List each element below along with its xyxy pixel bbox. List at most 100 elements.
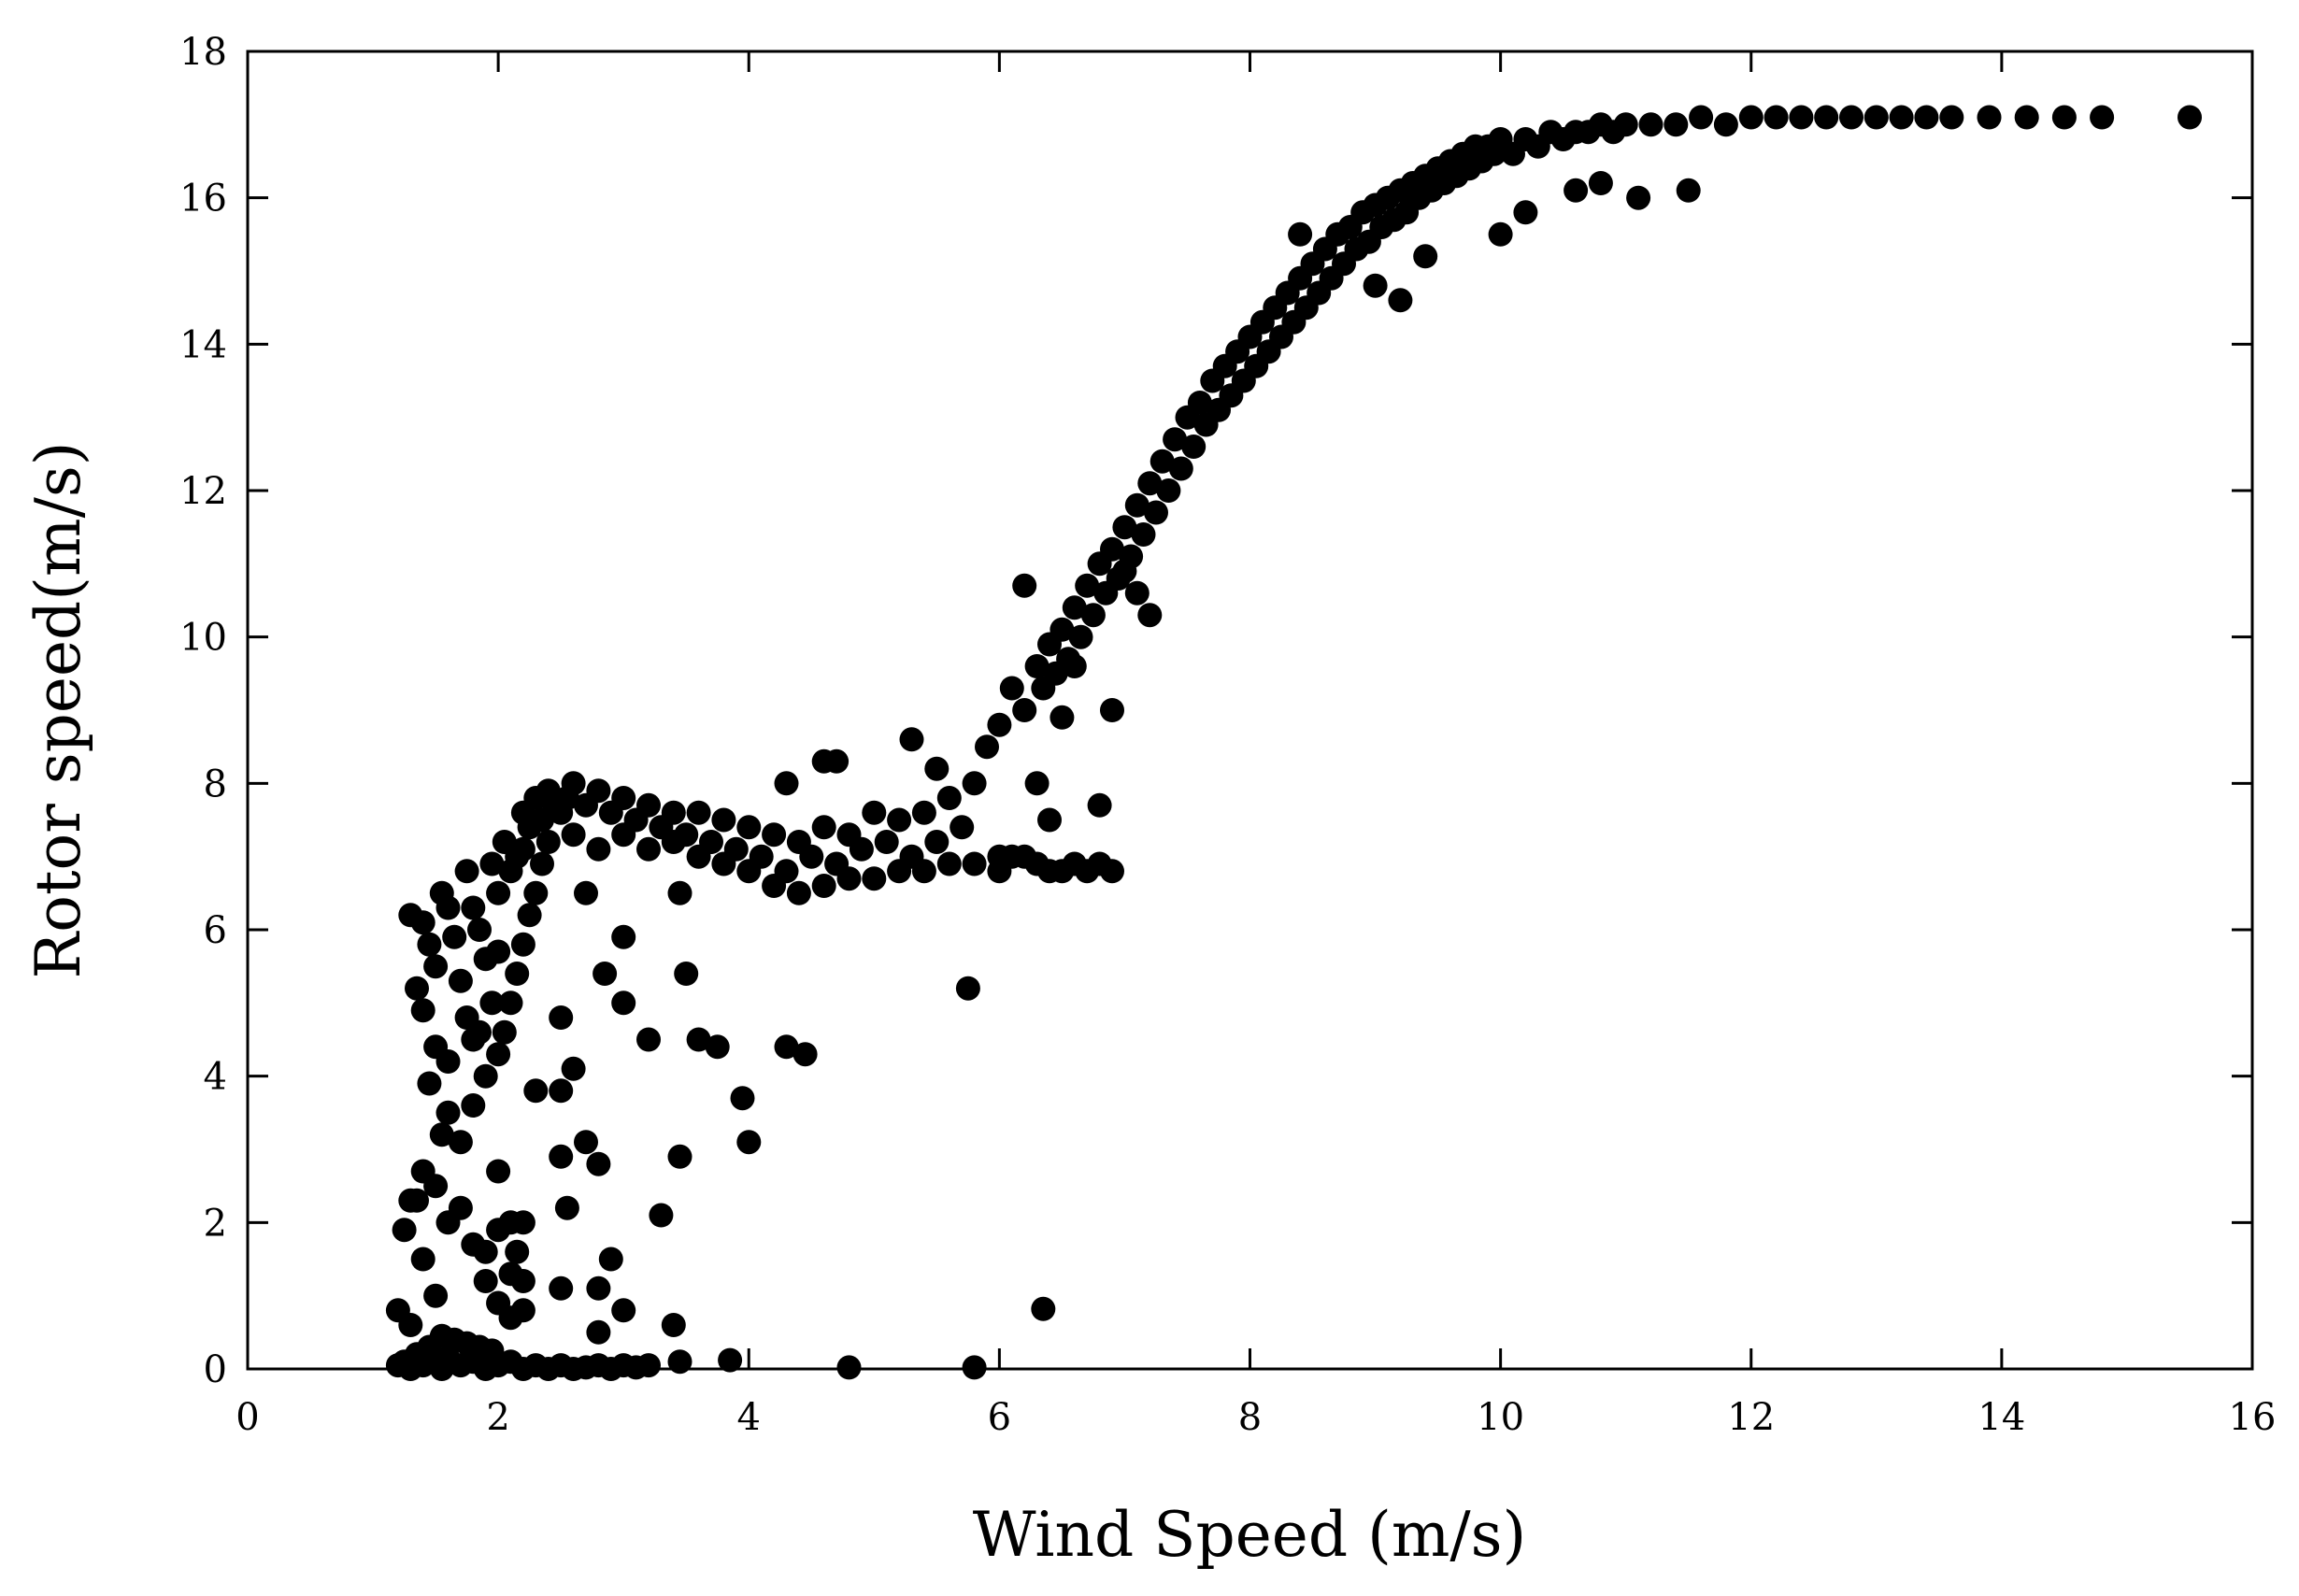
data-point — [1939, 105, 1964, 130]
data-point — [1889, 105, 1914, 130]
data-point — [479, 990, 505, 1016]
data-point — [667, 1144, 693, 1169]
data-point — [405, 976, 429, 1001]
data-point — [1024, 654, 1050, 678]
data-point — [950, 815, 975, 840]
data-point — [1163, 427, 1188, 452]
data-point — [1062, 654, 1087, 678]
data-point — [811, 815, 836, 840]
data-point — [2014, 105, 2039, 130]
x-tick-label: 14 — [1978, 1396, 2025, 1439]
y-tick-label: 14 — [179, 323, 227, 366]
data-point — [1144, 500, 1168, 525]
data-point — [473, 1063, 498, 1089]
data-point — [598, 1247, 623, 1272]
x-tick-label: 6 — [988, 1396, 1011, 1439]
data-point — [762, 874, 787, 898]
data-point — [811, 874, 836, 898]
data-point — [1100, 698, 1124, 722]
data-point — [561, 771, 586, 796]
data-point — [899, 727, 924, 752]
y-tick-label: 2 — [204, 1202, 227, 1245]
data-point — [1068, 624, 1093, 649]
data-point — [423, 1174, 449, 1199]
data-point — [774, 1034, 799, 1060]
data-point — [423, 1283, 449, 1308]
y-axis-label: Rotor speed(m/s) — [22, 442, 94, 979]
data-point — [1131, 522, 1156, 547]
data-point — [473, 1239, 498, 1264]
data-point — [510, 1298, 535, 1323]
data-point — [448, 968, 473, 993]
data-point — [911, 859, 936, 884]
data-point — [1564, 178, 1589, 203]
data-point — [1689, 105, 1714, 130]
data-point — [1037, 807, 1062, 833]
data-point — [686, 844, 711, 869]
data-point — [1626, 185, 1651, 210]
y-tick-label: 12 — [179, 470, 227, 513]
data-point — [1977, 105, 2002, 130]
data-point — [774, 771, 799, 796]
data-point — [611, 990, 636, 1016]
data-point — [1137, 603, 1163, 628]
data-point — [674, 962, 699, 986]
data-point — [448, 1195, 473, 1220]
data-point — [1713, 112, 1738, 137]
data-point — [1024, 771, 1050, 796]
data-point — [955, 976, 980, 1001]
data-point — [611, 822, 636, 848]
data-point — [1664, 112, 1689, 137]
x-tick-label: 2 — [486, 1396, 509, 1439]
data-point — [505, 1239, 530, 1264]
data-point — [479, 851, 505, 876]
x-tick-label: 10 — [1477, 1396, 1524, 1439]
data-point — [2051, 105, 2077, 130]
data-point — [1181, 435, 1207, 459]
data-point — [473, 1269, 498, 1293]
data-point — [661, 830, 686, 854]
data-point — [711, 851, 736, 876]
data-point — [1137, 471, 1163, 496]
data-point — [611, 924, 636, 949]
data-point — [862, 800, 887, 825]
data-point — [636, 836, 661, 862]
data-point — [649, 1203, 674, 1228]
data-point — [498, 990, 523, 1016]
data-point — [392, 1218, 417, 1243]
data-point — [510, 1210, 535, 1235]
data-point — [549, 1005, 574, 1030]
data-point — [836, 1355, 862, 1380]
tick-labels: 0 2 4 6 8 10 12 14 16 0 2 4 6 8 10 12 14 16 18 — [179, 31, 2276, 1439]
data-point — [492, 1019, 517, 1045]
data-point — [793, 1042, 818, 1067]
data-point — [730, 1086, 755, 1111]
data-point — [1062, 595, 1087, 620]
data-point — [786, 880, 811, 905]
data-point — [498, 1261, 523, 1287]
data-point — [1388, 288, 1413, 313]
data-point — [686, 1027, 711, 1052]
data-point — [1413, 244, 1438, 269]
data-point — [486, 1159, 511, 1184]
y-tick-label: 10 — [179, 617, 227, 660]
data-point — [586, 1319, 611, 1345]
data-point — [486, 1042, 511, 1067]
data-point — [1100, 859, 1124, 884]
data-point — [510, 836, 535, 862]
y-tick-label: 0 — [204, 1348, 227, 1391]
data-point — [636, 1027, 661, 1052]
data-point — [1676, 178, 1701, 203]
data-point — [1814, 105, 1839, 130]
data-point — [486, 939, 511, 964]
data-point — [1288, 221, 1313, 247]
data-point — [862, 866, 887, 891]
data-point — [924, 756, 950, 781]
data-point — [423, 954, 449, 979]
data-point — [661, 800, 686, 825]
data-point — [410, 998, 436, 1023]
data-point — [436, 1049, 461, 1074]
data-point — [517, 903, 542, 928]
data-point — [1863, 105, 1889, 130]
